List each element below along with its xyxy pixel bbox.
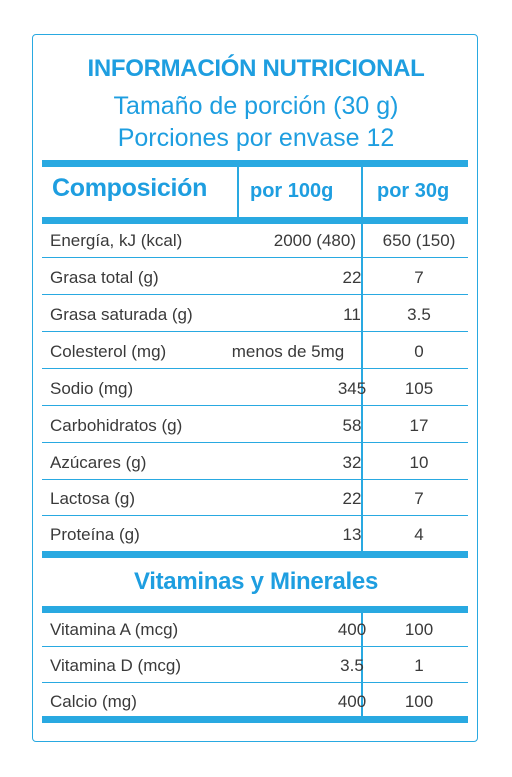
row-value-per100: 32 <box>342 453 362 472</box>
table-row: Carbohidratos (g) 58 17 <box>42 407 468 443</box>
table-row: Vitamina A (mcg) 400 100 <box>42 611 468 647</box>
row-value-per30: 650 (150) <box>382 231 456 250</box>
table-row: Azúcares (g) 32 10 <box>42 444 468 480</box>
row-separator <box>42 514 468 516</box>
header-thick-rule <box>42 217 468 224</box>
row-value-per30: 0 <box>414 342 424 361</box>
row-value-per100: 13 <box>342 525 362 544</box>
row-separator <box>42 681 468 683</box>
row-value-per30: 7 <box>414 268 424 287</box>
row-separator <box>42 330 468 332</box>
row-label: Azúcares (g) <box>50 453 147 472</box>
column-divider <box>361 167 363 551</box>
row-value-per30: 105 <box>404 379 434 398</box>
row-value-per100: 2000 (480) <box>273 231 356 250</box>
row-label: Vitamina A (mcg) <box>50 620 179 639</box>
row-separator <box>42 293 468 295</box>
row-value-per100: 58 <box>342 416 362 435</box>
header-divider-1 <box>237 167 239 217</box>
row-value-per30: 17 <box>409 416 429 435</box>
row-label: Calcio (mg) <box>50 692 137 711</box>
table-row: Grasa total (g) 22 7 <box>42 259 468 295</box>
column-header-per100: por 100g <box>250 180 334 202</box>
column-header-composition: Composición <box>52 174 208 202</box>
vitamins-title: Vitaminas y Minerales <box>133 568 379 595</box>
row-separator <box>42 256 468 258</box>
row-separator <box>42 478 468 480</box>
table-row: Energía, kJ (kcal) 2000 (480) 650 (150) <box>42 222 468 258</box>
row-label: Proteína (g) <box>50 525 140 544</box>
row-label: Grasa saturada (g) <box>50 305 193 324</box>
row-value-per30: 4 <box>414 525 424 544</box>
table-row: Colesterol (mg) menos de 5mg 0 <box>42 333 468 369</box>
row-value-per30: 7 <box>414 489 424 508</box>
table-row: Lactosa (g) 22 7 <box>42 480 468 516</box>
row-value-per30: 100 <box>404 620 434 639</box>
column-header-per30: por 30g <box>377 180 450 202</box>
bottom-thick-rule <box>42 716 468 723</box>
row-label: Lactosa (g) <box>50 489 136 508</box>
row-value-per100: 400 <box>337 620 367 639</box>
panel-title: INFORMACIÓN NUTRICIONAL <box>87 55 425 82</box>
row-value-per100: 400 <box>337 692 367 711</box>
row-label: Energía, kJ (kcal) <box>50 231 183 250</box>
row-label: Carbohidratos (g) <box>50 416 183 435</box>
row-value-per30: 100 <box>404 692 434 711</box>
row-separator <box>42 645 468 647</box>
row-value-per30: 1 <box>414 656 424 675</box>
row-value-per100: 3.5 <box>340 656 364 675</box>
row-separator <box>42 404 468 406</box>
nutrition-panel <box>32 34 478 742</box>
top-thick-rule <box>42 160 468 167</box>
serving-size: Tamaño de porción (30 g) <box>113 92 399 120</box>
row-label: Sodio (mg) <box>50 379 134 398</box>
row-value-per100: 22 <box>342 268 362 287</box>
table-row: Sodio (mg) 345 105 <box>42 370 468 406</box>
table-row: Grasa saturada (g) 11 3.5 <box>42 296 468 332</box>
row-label: Vitamina D (mcg) <box>50 656 181 675</box>
row-value-per100: 11 <box>343 305 361 324</box>
row-label: Grasa total (g) <box>50 268 159 287</box>
row-value-per100: 345 <box>337 379 367 398</box>
row-value-per30: 10 <box>409 453 429 472</box>
section-thick-rule <box>42 551 468 558</box>
row-separator <box>42 441 468 443</box>
row-value-per100: 22 <box>342 489 362 508</box>
table-row: Vitamina D (mcg) 3.5 1 <box>42 647 468 683</box>
table-row: Proteína (g) 13 4 <box>42 516 468 552</box>
row-label: Colesterol (mg) <box>50 342 167 361</box>
row-separator <box>42 367 468 369</box>
vitamins-thick-rule <box>42 606 468 613</box>
servings-per-container: Porciones por envase 12 <box>117 124 395 152</box>
table-row: Calcio (mg) 400 100 <box>42 683 468 719</box>
vitamins-column-divider <box>361 613 363 717</box>
row-value-per100: menos de 5mg <box>231 342 345 361</box>
row-value-per30: 3.5 <box>407 305 431 324</box>
